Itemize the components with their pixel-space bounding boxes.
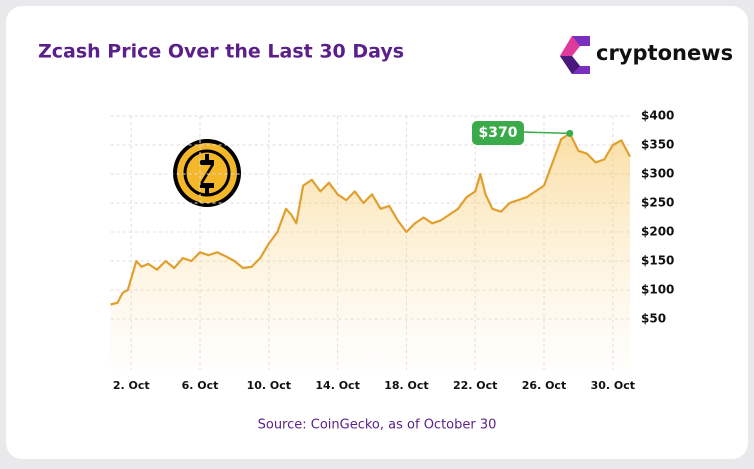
y-tick-label: $300: [641, 167, 674, 181]
x-tick-label: 22. Oct: [453, 379, 497, 392]
brand-name: cryptonews: [596, 41, 733, 65]
y-tick-label: $100: [641, 283, 674, 297]
chart-title: Zcash Price Over the Last 30 Days: [38, 41, 404, 63]
area: [110, 133, 631, 370]
y-tick-label: $200: [641, 225, 674, 239]
x-tick-label: 18. Oct: [384, 379, 428, 392]
y-tick-label: $150: [641, 254, 674, 268]
annotation-leader: [521, 131, 570, 135]
y-tick-label: $400: [641, 109, 674, 123]
x-tick-label: 26. Oct: [522, 379, 566, 392]
x-tick-label: 14. Oct: [315, 379, 359, 392]
x-tick-label: 30. Oct: [591, 379, 635, 392]
annotation-point: [566, 129, 574, 137]
annotation-label: $370: [479, 125, 518, 141]
brand-logo: [560, 36, 590, 74]
x-tick-label: 6. Oct: [182, 379, 219, 392]
y-tick-label: $50: [641, 312, 666, 326]
zcash-logo: [173, 139, 241, 207]
annotation-box: [472, 121, 524, 145]
x-tick-label: 2. Oct: [113, 379, 150, 392]
y-tick-label: $350: [641, 138, 674, 152]
line: [110, 132, 631, 306]
y-tick-label: $250: [641, 196, 674, 210]
x-tick-label: 10. Oct: [247, 379, 291, 392]
source-note: Source: CoinGecko, as of October 30: [258, 418, 497, 433]
